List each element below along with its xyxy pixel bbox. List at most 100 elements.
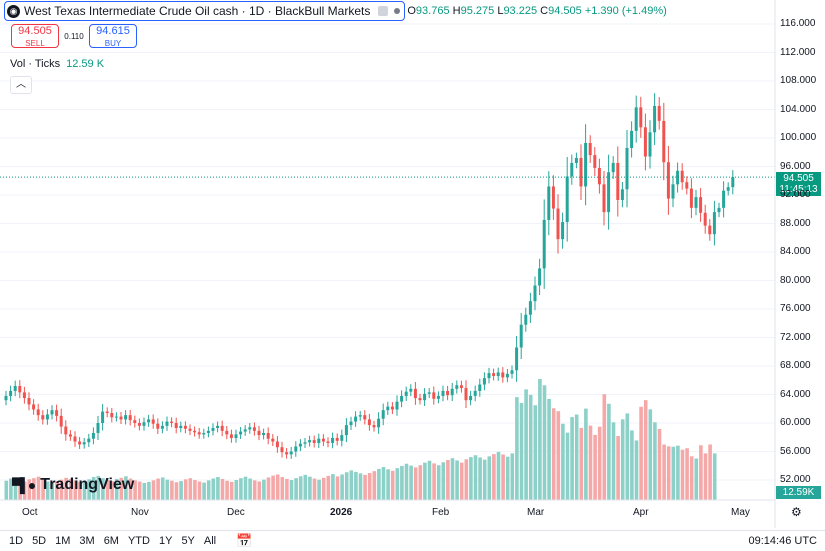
candle-body (528, 301, 532, 315)
candle-body (73, 436, 77, 442)
settings-gear-icon[interactable]: ⚙ (791, 505, 802, 519)
candle-body (367, 419, 371, 426)
volume-bar (271, 475, 275, 500)
volume-bar (27, 479, 32, 500)
candle-body (36, 409, 40, 416)
volume-bar (556, 411, 561, 500)
price-tick-label: 68.000 (780, 360, 811, 371)
volume-bar (432, 463, 436, 500)
volume-bar (423, 462, 427, 500)
candle-body (685, 182, 689, 189)
candle-body (165, 421, 169, 426)
change-value: +1.390 (+1.49%) (584, 5, 667, 17)
volume-bar (188, 478, 193, 500)
candle-body (45, 414, 49, 420)
volume-bar (275, 474, 280, 500)
open-value: 93.765 (415, 5, 450, 17)
volume-badge: 12.59K (776, 486, 821, 499)
volume-bar (561, 423, 565, 500)
candle-body (413, 388, 417, 399)
price-tick-label: 104.000 (780, 103, 817, 115)
calendar-icon[interactable]: 📅 (236, 533, 253, 548)
volume-bar (308, 476, 312, 500)
candle-body (363, 415, 367, 420)
candle-body (331, 437, 335, 443)
timeframe-1m[interactable]: 1M (55, 535, 71, 547)
candle-body (303, 442, 307, 444)
candle-body (666, 162, 670, 199)
tradingview-mark-icon: ▀▌● (12, 477, 36, 493)
volume-bar (657, 428, 662, 500)
price-tick-label: 64.000 (780, 388, 811, 400)
symbol-title: West Texas Intermediate Crude Oil cash ·… (24, 4, 371, 18)
timeframe-ytd[interactable]: YTD (127, 535, 150, 547)
volume-bar (666, 446, 671, 500)
volume-bar (459, 462, 464, 500)
volume-bar (427, 460, 432, 500)
volume-bar (229, 481, 234, 500)
tradingview-logo[interactable]: ▀▌● TradingView (12, 476, 134, 494)
candle-body (611, 162, 615, 173)
timeframe-5d[interactable]: 5D (32, 535, 47, 547)
timeframe-6m[interactable]: 6M (103, 535, 119, 547)
candle-body (156, 423, 160, 429)
candle-body (459, 385, 463, 389)
candle-body (524, 314, 528, 325)
volume-bar (257, 481, 262, 500)
price-tick-label: 88.000 (780, 217, 811, 229)
timeframe-5y[interactable]: 5Y (181, 535, 195, 547)
volume-bar (220, 478, 225, 500)
volume-bar (593, 434, 597, 500)
candle-body (473, 390, 477, 396)
volume-bars (4, 379, 717, 500)
candle-body (326, 441, 330, 443)
volume-legend-value: 12.59 K (66, 58, 105, 70)
candle-body (478, 384, 482, 391)
price-tick-label: 112.000 (780, 46, 816, 58)
candle-body (50, 410, 54, 415)
volume-bar (680, 449, 685, 500)
volume-bar (473, 455, 478, 500)
low-label: L (497, 5, 504, 17)
volume-bar (289, 480, 294, 500)
utc-clock[interactable]: 09:14:46 UTC (748, 535, 817, 547)
timeframe-all[interactable]: All (203, 535, 217, 547)
volume-bar (510, 453, 515, 500)
candle-body (400, 395, 404, 402)
volume-bar (528, 394, 533, 500)
candle-body (160, 425, 164, 429)
volume-bar (689, 456, 694, 500)
candle-body (78, 441, 82, 445)
close-label: C (540, 5, 549, 17)
buy-button[interactable]: 94.615 BUY (89, 24, 137, 48)
price-tick-label: 108.000 (780, 75, 817, 86)
candle-body (133, 420, 137, 423)
last-price-badge: 94.505 11:45:13 (776, 172, 821, 196)
timeframe-1d[interactable]: 1D (9, 535, 24, 547)
candle-body (271, 438, 275, 442)
candle-body (648, 132, 652, 157)
volume-bar (501, 454, 505, 500)
timeframe-3m[interactable]: 3M (79, 535, 95, 547)
volume-bar (584, 408, 588, 500)
volume-legend[interactable]: Vol · Ticks 12.59 K (10, 58, 104, 70)
timeframe-1y[interactable]: 1Y (158, 535, 173, 547)
sell-button[interactable]: 94.505 SELL (11, 24, 59, 48)
candle-body (91, 432, 95, 439)
collapse-legend-button[interactable]: ︿ (10, 76, 32, 94)
volume-bar (597, 426, 602, 500)
volume-bar (616, 435, 620, 500)
volume-bar (183, 479, 188, 500)
volume-bar (73, 480, 78, 500)
volume-bar (648, 409, 653, 500)
symbol-title-box[interactable]: ◉ West Texas Intermediate Crude Oil cash… (4, 1, 406, 21)
candle-body (137, 423, 141, 426)
volume-bar (607, 403, 611, 500)
time-label-may: May (731, 507, 750, 518)
time-label-feb: Feb (432, 507, 450, 518)
volume-bar (298, 476, 303, 500)
candle-body (464, 388, 468, 401)
candle-body (289, 451, 293, 455)
volume-bar (193, 480, 197, 500)
